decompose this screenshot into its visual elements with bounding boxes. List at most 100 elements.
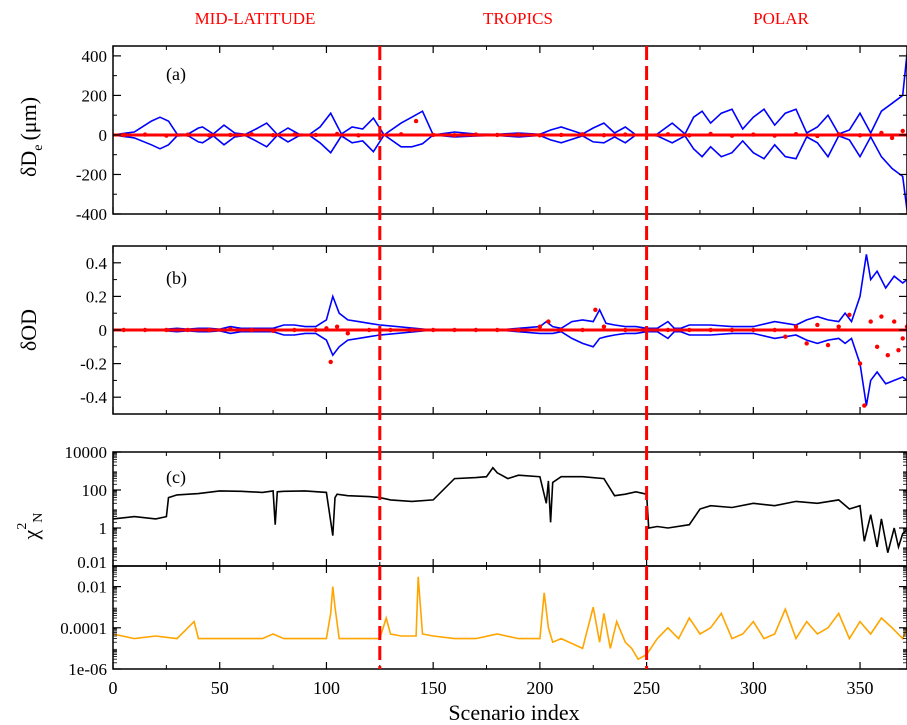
panel-b-data-point [862,403,867,408]
panel-b-data-point [900,336,905,341]
panel-a-data-point [430,132,436,138]
panel-c-y-tick-label: 1 [99,519,108,538]
panel-a-data-point [142,132,148,137]
panel-a-data-point [292,132,297,137]
panel-a-y-tick-label: 0 [99,126,108,145]
panel-a-data-point [580,132,585,137]
panel-a-label: (a) [166,64,186,85]
panel-a-data-point [793,131,799,137]
region-label-polar: POLAR [753,9,809,28]
panel-d-y-ticks: 1e-06 0.0001 0.01 [60,566,907,679]
x-tick-label: 150 [420,678,447,698]
panel-c-y-axis-label-main: χ [18,529,43,540]
x-axis-label: Scenario index [448,700,579,725]
region-label-mid-latitude: MID-LATITUDE [195,9,316,28]
panel-b-data-point [751,327,756,333]
panel-b-data-point [313,327,318,333]
panel-b: (b) -0.4 -0.2 0 0.2 0.4 δOD [16,245,907,415]
panel-b-data-point [665,327,671,333]
panel-a-data-point [270,132,276,138]
region-labels: MID-LATITUDE TROPICS POLAR [195,9,810,28]
panel-b-data-point [559,327,564,333]
panel-a-data-point [889,135,895,141]
panel-b-data-point [815,322,820,328]
panel-b-data-point [409,327,415,333]
panel-d-y-tick-label: 0.01 [77,578,107,597]
panel-c-y-axis-label-sup: 2 [15,523,30,530]
panel-a: (a) -400 -200 0 200 400 δDe (μm) [16,45,907,224]
panel-b-data-point [896,347,901,353]
panel-a-data-point [185,132,190,137]
region-dividers [378,46,649,669]
panel-b-data-point [366,327,372,333]
x-tick-label: 0 [109,678,118,698]
x-tick-label: 250 [633,678,660,698]
panel-b-data-point [334,324,340,329]
x-tick-label: 50 [211,678,229,698]
panel-b-data-point [292,327,297,333]
panel-b-data-point [164,327,169,333]
panel-b-data-point [593,307,598,313]
panel-b-data-point [452,327,457,333]
panel-a-data-point [623,132,628,137]
panel-c-series-line [113,466,907,553]
panel-b-data-point [430,327,436,333]
panel-c-y-axis-label-sub: N [31,513,46,523]
panel-b-data-point [836,324,841,329]
panel-a-frame [112,45,907,215]
panel-a-data-point [516,132,521,137]
panel-b-data-point [249,327,254,333]
panel-b-data-point [885,353,890,358]
panel-a-data-point [601,132,607,138]
panel-b-data-point [687,327,692,333]
panel-b-y-tick-label: 0.4 [86,254,108,273]
panel-a-data-point [413,118,419,124]
panel-a-uncertainty-upper [113,53,907,137]
panel-b-uncertainty-lower [113,329,907,406]
panel-a-y-ticks: -400 -200 0 200 400 [76,46,907,224]
panel-b-data-point [388,327,393,333]
panel-b-data-point [623,327,628,333]
panel-a-data-point [900,128,905,134]
panel-a-data-point [494,132,500,138]
panel-a-y-axis-label-main: δD [16,151,41,177]
panel-b-data-point [494,327,500,333]
panel-c-plot-area [113,466,907,553]
panel-a-data-point [473,132,479,137]
panel-b-data-point [121,327,126,333]
panel-b-data-point [537,324,543,329]
panel-a-y-axis-label-sub: e [31,145,46,151]
panel-b-label: (b) [166,268,187,289]
panel-a-y-tick-label: 400 [82,47,108,66]
panel-b-data-point [580,327,585,333]
panel-a-data-point [452,132,457,138]
panel-b-data-point [142,327,148,333]
x-tick-label: 350 [847,678,874,698]
panel-c-y-tick-label: 10000 [65,443,108,462]
panel-b-data-point [324,326,329,331]
panel-a-uncertainty-lower [113,133,907,211]
panel-a-data-point [334,131,340,137]
panel-c-y-ticks: 0.01 1 100 10000 [65,443,907,572]
panel-d-series-line [113,576,907,661]
panel-c-y-tick-label: 0.01 [77,553,107,572]
panel-b-data-point [847,312,852,318]
panel-b-y-tick-label: -0.4 [80,388,107,407]
panel-b-data-point [857,361,863,366]
panel-b-data-point [874,344,880,349]
panel-b-data-point [516,327,521,333]
panel-b-data-point [185,327,190,333]
x-tick-label: 300 [740,678,767,698]
panel-a-y-tick-label: -200 [76,165,107,184]
panel-b-data-point [473,327,479,333]
panel-a-data-point [729,133,735,138]
panel-b-data-point [328,359,333,365]
panel-a-data-point [665,132,671,137]
panel-d-y-tick-label: 1e-06 [68,660,107,679]
panel-b-y-tick-label: -0.2 [80,355,107,374]
panel-a-data-point [398,132,404,137]
panel-c: (c) 0.01 1 100 10000 χ2N [15,443,907,572]
panel-a-data-point [121,132,126,138]
panel-a-y-tick-label: -400 [76,205,107,224]
